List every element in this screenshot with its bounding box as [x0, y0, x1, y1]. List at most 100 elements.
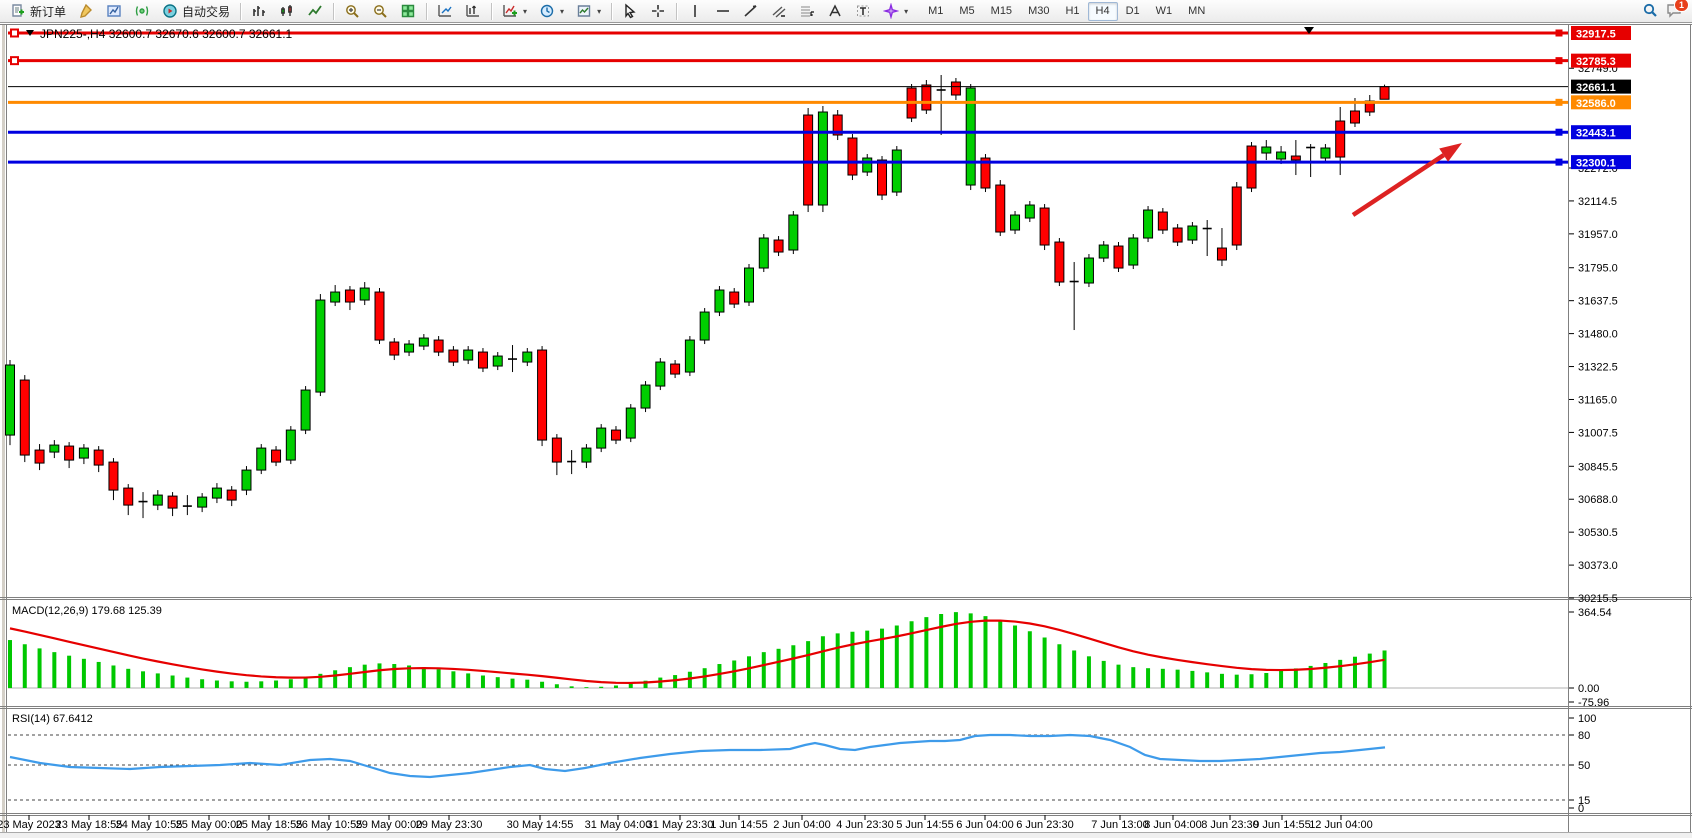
timeframe-d1-button[interactable]: D1 — [1125, 4, 1140, 17]
indicators-button[interactable]: ▾ — [496, 2, 533, 21]
cursor-button[interactable] — [616, 2, 644, 21]
dropdown-caret-icon: ▾ — [523, 6, 528, 16]
zoom-in-button[interactable] — [338, 2, 366, 21]
candle-body — [34, 449, 45, 464]
timeframe-m15-button[interactable]: M15 — [990, 4, 1013, 17]
hline-left-handle[interactable] — [10, 56, 19, 66]
candle-body — [344, 289, 355, 303]
candle-body — [670, 363, 681, 375]
price-tick-label: 31480.0 — [1578, 329, 1618, 341]
channel-icon — [772, 6, 786, 18]
trend-arrow-head[interactable] — [1439, 143, 1462, 162]
chart-window-button[interactable] — [100, 2, 128, 21]
rsi-axis-label: 15 — [1578, 795, 1590, 807]
toolbar-separator — [611, 2, 613, 20]
notifications-button[interactable]: 1 — [1666, 0, 1689, 21]
candle-body — [862, 157, 873, 173]
candle-body — [729, 291, 740, 305]
equidistant-channel-button[interactable] — [765, 2, 793, 21]
chart-shift-button[interactable] — [431, 2, 459, 21]
candle-body — [1276, 151, 1287, 160]
candle-body — [49, 444, 60, 453]
timeframe-w1-button[interactable]: W1 — [1155, 4, 1173, 17]
candle-body — [1320, 147, 1331, 159]
shift-icon — [438, 5, 452, 17]
candle-body — [744, 267, 754, 303]
candle-body — [1010, 214, 1021, 231]
text-label-button[interactable] — [849, 2, 877, 21]
hline-icon — [717, 10, 730, 12]
pencil-icon — [80, 3, 93, 18]
auto-scroll-button[interactable] — [459, 2, 487, 21]
search-icon — [1643, 3, 1657, 17]
signals-button[interactable] — [128, 2, 156, 21]
timeframe-h4-button[interactable]: H4 — [1087, 1, 1118, 21]
text-button[interactable] — [821, 2, 849, 21]
label-t-icon — [857, 5, 870, 17]
timeframe-m5-button[interactable]: M5 — [959, 4, 975, 17]
timeframe-m1-button[interactable]: M1 — [928, 4, 944, 17]
candle-body — [684, 339, 695, 373]
candle-body — [877, 159, 888, 196]
candle-body — [1024, 204, 1035, 219]
arrow-objects-button[interactable]: ▾ — [877, 2, 914, 21]
chart-shift-marker-icon[interactable] — [1304, 27, 1314, 34]
candle-body — [1113, 245, 1124, 269]
candle-body — [655, 361, 666, 387]
search-icon[interactable] — [1642, 2, 1658, 21]
bar-chart-mode-button[interactable] — [245, 2, 273, 21]
price-badge-label: 32917.5 — [1576, 29, 1616, 41]
candle-body — [315, 299, 326, 393]
new-order-button[interactable]: 新订单 — [4, 2, 72, 21]
styler-button[interactable] — [72, 2, 100, 21]
trendline-button[interactable] — [737, 2, 765, 21]
crosshair-button[interactable] — [644, 2, 672, 21]
time-tick-label: 2 Jun 04:00 — [773, 819, 831, 831]
timeframe-h1-button[interactable]: H1 — [1065, 4, 1080, 17]
price-tick-label: 31957.0 — [1578, 229, 1618, 241]
trend-arrow-annotation[interactable] — [1351, 153, 1445, 217]
price-tick-label: 32114.5 — [1578, 196, 1617, 208]
horizontal-line-button[interactable] — [709, 2, 737, 21]
tile-windows-button[interactable] — [394, 2, 422, 21]
timeframe-m30-button[interactable]: M30 — [1028, 4, 1050, 17]
time-tick-label: 23 May 2023 — [0, 819, 61, 831]
candle-body — [300, 389, 311, 431]
hline-right-handle[interactable] — [1555, 29, 1563, 37]
vertical-line-button[interactable] — [681, 2, 709, 21]
price-tick-label: 31795.0 — [1578, 263, 1618, 275]
time-tick-label: 24 May 10:55 — [116, 819, 183, 831]
timeframe-mn-button[interactable]: MN — [1188, 4, 1206, 17]
hline-right-handle[interactable] — [1555, 128, 1563, 136]
clock-icon — [540, 4, 554, 18]
candle-body — [995, 184, 1006, 233]
price-badge — [1571, 125, 1631, 140]
signal-icon — [135, 6, 149, 16]
candle-body — [271, 449, 282, 463]
hline-right-handle[interactable] — [1555, 98, 1563, 106]
hline-right-handle[interactable] — [1555, 158, 1563, 166]
new-order-icon — [12, 4, 24, 17]
toolbar-separator — [491, 2, 493, 20]
templates-button[interactable]: ▾ — [570, 2, 607, 21]
candle-body — [610, 429, 621, 441]
hline-right-handle[interactable] — [1555, 57, 1563, 65]
zoom-out-button[interactable] — [366, 2, 394, 21]
time-tick-label: 6 Jun 04:00 — [956, 819, 1014, 831]
text-a-icon — [829, 4, 841, 17]
candle-body — [330, 291, 341, 303]
line-chart-mode-button[interactable] — [301, 2, 329, 21]
rsi-axis-label: 80 — [1578, 730, 1590, 742]
candle-body — [537, 349, 548, 441]
title-line-handle[interactable] — [10, 28, 19, 38]
fibonacci-button[interactable] — [793, 2, 821, 21]
candle-body — [847, 137, 858, 176]
time-tick-label: 4 Jun 23:30 — [836, 819, 894, 831]
periods-button[interactable]: ▾ — [533, 2, 570, 21]
time-tick-label: 8 Jun 23:30 — [1201, 819, 1259, 831]
autotrading-button[interactable]: 自动交易 — [156, 2, 236, 21]
dropdown-caret-icon: ▾ — [904, 6, 909, 16]
candle-body — [891, 149, 902, 193]
candlestick-mode-button[interactable] — [273, 2, 301, 21]
